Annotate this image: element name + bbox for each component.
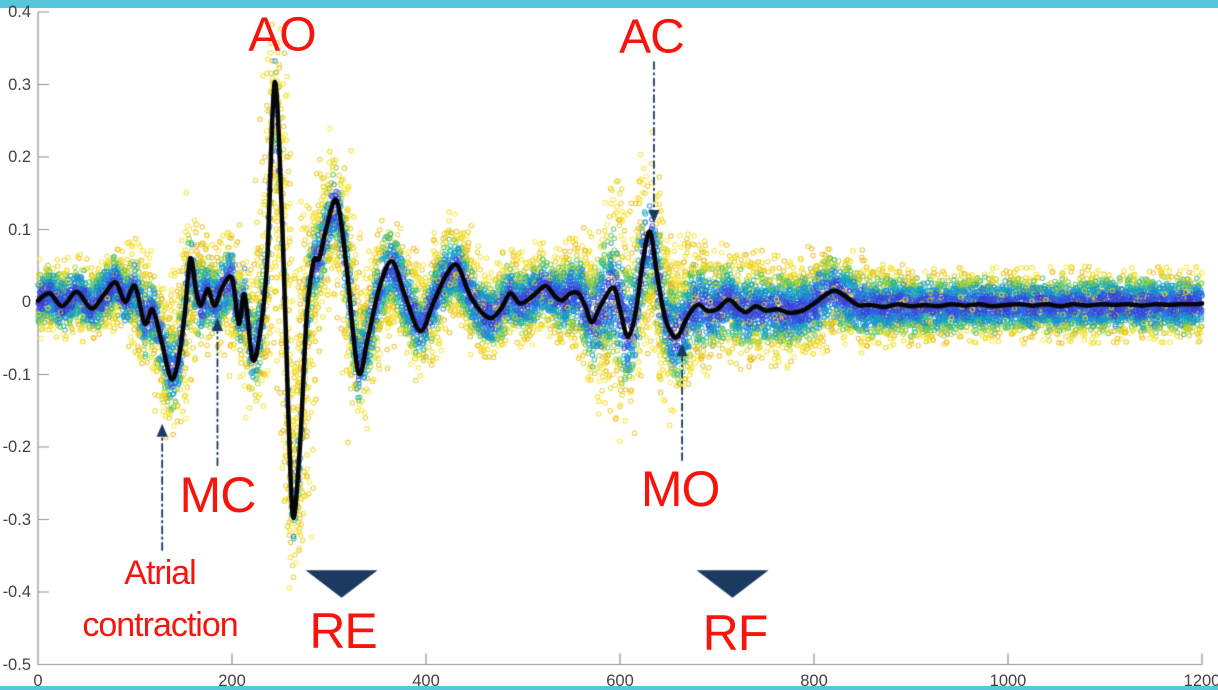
y-axis-tick-label: 0.4 xyxy=(8,2,31,21)
y-axis-tick-label: -0.1 xyxy=(2,365,31,384)
annotation-mc-label: MC xyxy=(179,466,257,524)
annotation-mc-text: MC xyxy=(179,466,257,523)
y-axis-tick-label: -0.4 xyxy=(2,582,31,601)
x-axis-tick-label: 0 xyxy=(33,671,43,690)
annotation-atrial-contraction-label: Atrial contraction xyxy=(82,547,238,651)
annotation-re-text: RE xyxy=(309,603,377,660)
annotation-atrial-line1: Atrial xyxy=(124,554,196,593)
annotation-re-label: RE xyxy=(309,602,377,660)
annotation-ac-label: AC xyxy=(619,10,685,65)
x-axis-tick-label: 1200 xyxy=(1183,671,1218,690)
x-axis-tick-label: 800 xyxy=(800,671,828,690)
annotation-ac-text: AC xyxy=(619,10,685,64)
y-axis-tick-label: -0.3 xyxy=(2,510,31,529)
annotation-atrial-line2: contraction xyxy=(82,606,238,645)
annotation-mo-label: MO xyxy=(640,460,721,518)
y-axis-tick-label: 0.2 xyxy=(8,147,31,166)
annotation-ao-text: AO xyxy=(248,8,316,62)
y-axis-tick-label: 0.3 xyxy=(8,75,31,94)
x-axis-tick-label: 400 xyxy=(412,671,440,690)
top-accent-bar xyxy=(0,0,1218,8)
annotation-rf-text: RF xyxy=(702,605,769,662)
y-axis-tick-label: 0.1 xyxy=(8,220,31,239)
bottom-accent-bar xyxy=(0,686,1218,690)
annotation-rf-label: RF xyxy=(702,604,769,662)
annotation-ao-label: AO xyxy=(248,8,316,63)
x-axis-tick-label: 600 xyxy=(606,671,634,690)
y-axis-tick-label: -0.2 xyxy=(2,437,31,456)
y-axis-tick-label: -0.5 xyxy=(2,655,31,674)
x-axis-tick-label: 1000 xyxy=(989,671,1027,690)
y-axis-tick-label: 0 xyxy=(21,292,31,311)
annotation-mo-text: MO xyxy=(640,461,721,518)
x-axis-tick-label: 200 xyxy=(218,671,246,690)
